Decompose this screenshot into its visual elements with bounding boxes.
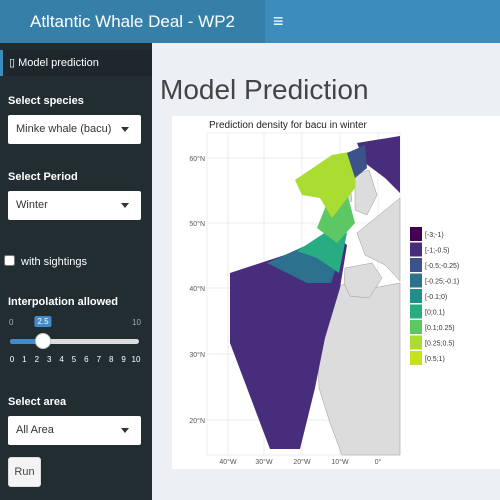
menu-label: Model prediction xyxy=(18,57,99,69)
lon-labels: 40°W 30°W 20°W 10°W 0° xyxy=(219,458,381,466)
slider-tick-label: 4 xyxy=(59,355,64,364)
slider-tick-label: 2 xyxy=(34,355,40,364)
legend-label: [0.1;0.25) xyxy=(425,325,455,332)
lon-label: 40°W xyxy=(219,458,237,466)
period-select[interactable]: Winter xyxy=(8,191,141,220)
page-title: Model Prediction xyxy=(160,74,369,105)
area-select[interactable]: All Area xyxy=(8,416,141,445)
slider-max: 10 xyxy=(132,318,141,327)
legend-swatch xyxy=(410,335,422,350)
app-title: Atltantic Whale Deal - WP2 xyxy=(0,0,265,43)
legend-label: [0;0.1) xyxy=(425,310,445,317)
legend-label: [-1;-0.5) xyxy=(425,248,450,255)
legend-label: [-0.1;0) xyxy=(425,294,447,301)
lon-label: 10°W xyxy=(331,458,349,466)
lat-label: 30°N xyxy=(189,351,205,359)
legend: [-3;-1) [-1;-0.5) [-0.5;-0.25) [-0.25;-0.1)… xyxy=(410,227,459,365)
menu-toggle[interactable]: ≡ xyxy=(265,0,500,43)
period-label: Select Period xyxy=(8,171,78,183)
slider-tick-label: 7 xyxy=(96,355,102,364)
menu-item[interactable]: ▯ Model prediction xyxy=(0,50,152,76)
slider-tick-label: 0 xyxy=(9,355,15,364)
legend-swatch xyxy=(410,273,422,288)
legend-swatch xyxy=(410,351,422,365)
prediction-raster xyxy=(230,136,400,449)
legend-label: [-0.5;-0.25) xyxy=(425,263,459,270)
plot-title: Prediction density for bacu in winter xyxy=(209,120,368,131)
sightings-label: with sightings xyxy=(21,256,88,268)
slider-min: 0 xyxy=(9,318,14,327)
lat-label: 50°N xyxy=(189,220,205,228)
legend-label: [0.5;1) xyxy=(425,356,445,363)
lon-label: 0° xyxy=(375,458,382,466)
legend-label: [0.25;0.5) xyxy=(425,341,455,348)
area-label: Select area xyxy=(8,396,67,408)
map-plot: Prediction density for bacu in winter 60… xyxy=(172,116,500,469)
legend-swatch xyxy=(410,304,422,319)
legend-label: [-3;-1) xyxy=(425,232,444,239)
lat-label: 60°N xyxy=(189,155,205,163)
slider-tick-label: 9 xyxy=(121,355,126,364)
lon-label: 30°W xyxy=(255,458,273,466)
lat-labels: 60°N 50°N 40°N 30°N 20°N xyxy=(189,155,205,425)
legend-swatch xyxy=(410,242,422,257)
run-button[interactable]: Run xyxy=(8,457,41,487)
legend-swatch xyxy=(410,227,422,241)
slider-tick-label: 5 xyxy=(71,355,77,364)
legend-label: [-0.25;-0.1) xyxy=(425,279,459,286)
legend-swatch xyxy=(410,289,422,303)
legend-swatch xyxy=(410,258,422,272)
slider-tick-label: 8 xyxy=(108,355,114,364)
slider-tick-label: 1 xyxy=(22,355,27,364)
map-panel xyxy=(206,132,401,456)
species-select[interactable]: Minke whale (bacu) xyxy=(8,115,141,144)
interpolation-label: Interpolation allowed xyxy=(8,296,119,308)
slider-tick-label: 10 xyxy=(131,355,141,364)
slider-tick-label: 3 xyxy=(46,355,52,364)
slider-handle[interactable] xyxy=(35,333,51,349)
slider-track[interactable] xyxy=(10,339,139,344)
species-label: Select species xyxy=(8,95,84,107)
slider-fill xyxy=(10,339,43,344)
slider-tick-label: 6 xyxy=(84,355,89,364)
lat-label: 20°N xyxy=(189,417,205,425)
lon-label: 20°W xyxy=(293,458,311,466)
sightings-checkbox[interactable] xyxy=(4,255,15,266)
slider-value: 2.5 xyxy=(34,316,52,327)
lat-label: 40°N xyxy=(189,285,205,293)
legend-swatch xyxy=(410,320,422,334)
menu-icon: ▯ xyxy=(9,57,19,69)
